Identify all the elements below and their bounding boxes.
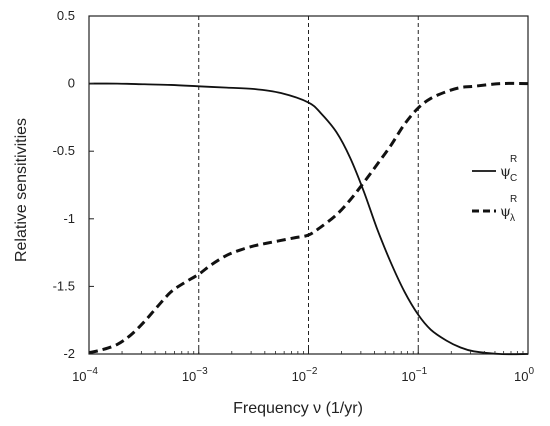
legend-superscript-1: R xyxy=(510,154,517,165)
tick-labels: 0.5 0 -0.5 -1 -1.5 -2 10−4 10−3 10−2 10−1 100 xyxy=(53,8,535,384)
legend-subscript-2: λ xyxy=(510,213,515,224)
legend-subscript-1: C xyxy=(510,173,517,184)
y-tick-label: -0.5 xyxy=(53,143,75,158)
reference-lines xyxy=(198,16,419,354)
legend-superscript-2: R xyxy=(510,194,517,205)
x-axis-label: Frequency ν (1/yr) xyxy=(233,400,363,417)
series-line-2 xyxy=(88,81,529,355)
ticks xyxy=(88,15,529,355)
y-tick-label: 0 xyxy=(68,76,75,91)
x-tick-label: 10−1 xyxy=(401,366,427,384)
y-axis-label: Relative sensitivities xyxy=(13,118,30,262)
y-tick-label: -1 xyxy=(63,211,75,226)
x-tick-label: 10−3 xyxy=(182,366,208,384)
series-lines xyxy=(88,81,529,356)
y-tick-label: 0.5 xyxy=(57,8,75,23)
x-tick-label: 100 xyxy=(514,366,534,384)
series-line-1 xyxy=(88,82,529,356)
y-tick-label: -2 xyxy=(63,346,75,361)
x-tick-label: 10−2 xyxy=(292,366,318,384)
y-tick-label: -1.5 xyxy=(53,278,75,293)
legend-label-1: ψ xyxy=(500,164,511,180)
x-tick-label: 10−4 xyxy=(72,366,98,384)
legend-label-2: ψ xyxy=(500,204,511,220)
